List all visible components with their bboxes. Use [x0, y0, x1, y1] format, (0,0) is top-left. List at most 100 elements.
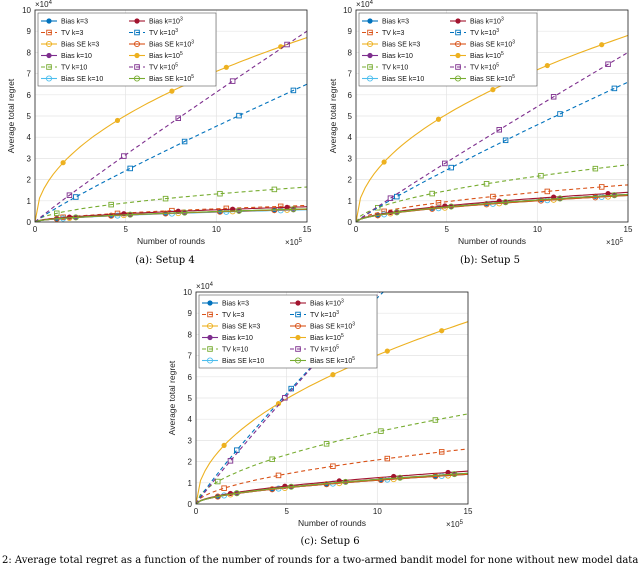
- series-marker: [121, 153, 127, 159]
- y-tick-label: 4: [188, 415, 193, 424]
- legend: Bias k=3 TV k=3 Bias SE k=3 Bias k=10 TV k=1…: [358, 12, 538, 87]
- legend-entry: Bias SE k=3: [222, 324, 260, 331]
- series-line: [356, 51, 628, 222]
- y-tick-label: 9: [348, 27, 353, 36]
- x-tick-label: 0: [194, 507, 199, 516]
- legend-entry: Bias SE k=103: [149, 40, 194, 49]
- y-tick-label: 10: [22, 6, 31, 15]
- legend-swatch-marker: [294, 322, 302, 330]
- legend-entry: Bias k=103: [470, 17, 504, 26]
- legend-swatch-marker: [134, 29, 140, 36]
- series-line: [35, 83, 307, 222]
- series-marker: [127, 165, 133, 172]
- series-marker: [396, 474, 404, 481]
- y-tick-label: 7: [348, 70, 353, 79]
- series-marker: [175, 115, 182, 121]
- y-tick-label: 10: [343, 6, 352, 15]
- legend-swatch-marker: [46, 52, 52, 59]
- panel-caption: (b): Setup 5: [460, 255, 520, 266]
- legend-swatch-marker: [367, 52, 373, 59]
- y-tick-label: 6: [348, 91, 353, 100]
- series-group: [196, 292, 468, 504]
- legend-swatch-marker: [366, 75, 374, 82]
- legend-swatch-marker: [455, 29, 461, 36]
- legend-entry: Bias k=10: [382, 53, 413, 60]
- legend-entry: Bias SE k=3: [382, 42, 420, 49]
- legend-entry: TV k=10: [222, 347, 248, 354]
- y-tick-label: 5: [188, 394, 193, 403]
- x-exponent: ×105: [446, 520, 464, 529]
- series-marker: [448, 164, 454, 171]
- series-marker: [221, 442, 227, 448]
- legend-box: [37, 12, 217, 87]
- legend-entry: Bias SE k=105: [310, 356, 355, 365]
- legend-entry: Bias SE k=10: [222, 358, 264, 365]
- axes-frame: [195, 291, 469, 505]
- series-marker: [496, 127, 503, 133]
- y-exponent: ×104: [196, 282, 214, 291]
- series-marker: [438, 449, 445, 455]
- y-tick-label: 1: [188, 479, 193, 488]
- y-tick-label: 4: [27, 133, 32, 142]
- series-group: [35, 30, 307, 222]
- legend-entry: Bias k=3: [61, 19, 88, 26]
- legend-entry: Bias k=105: [470, 51, 504, 60]
- figure-caption-fragment: 2: Average total regret as a function of…: [2, 555, 638, 566]
- series-marker: [72, 214, 79, 221]
- x-axis-label: Number of rounds: [298, 518, 366, 528]
- panel-caption: (c): Setup 6: [300, 536, 359, 547]
- series-marker: [221, 485, 227, 491]
- series-line: [196, 413, 468, 504]
- series-marker: [550, 94, 557, 100]
- series-marker: [215, 478, 221, 485]
- series-line: [35, 30, 307, 222]
- series-marker: [381, 159, 387, 165]
- y-tick-label: 1: [348, 197, 353, 206]
- legend-swatch-marker: [207, 346, 213, 352]
- series-marker: [599, 42, 605, 48]
- y-tick-label: 9: [188, 309, 193, 318]
- y-tick-label: 4: [348, 133, 353, 142]
- series-line: [356, 193, 628, 222]
- series-marker: [537, 197, 545, 204]
- series-marker: [271, 186, 278, 193]
- series-marker: [502, 199, 509, 206]
- legend-box: [198, 294, 378, 369]
- legend-swatch-marker: [295, 346, 301, 352]
- series-marker: [229, 78, 236, 84]
- series-group: [356, 34, 628, 222]
- x-axis-label: Number of rounds: [137, 236, 205, 246]
- series-marker: [432, 417, 439, 423]
- x-tick-label: 5: [123, 225, 128, 234]
- legend-swatch-marker: [45, 40, 53, 48]
- y-axis-label: Average total regret: [167, 360, 177, 435]
- x-exponent: ×105: [285, 238, 303, 247]
- x-tick-label: 10: [533, 225, 542, 234]
- series-marker: [387, 195, 394, 201]
- legend-entry: Bias k=103: [149, 17, 183, 26]
- series-marker: [592, 165, 599, 172]
- legend-swatch-marker: [45, 75, 53, 82]
- y-tick-label: 2: [188, 458, 193, 467]
- series-marker: [290, 206, 297, 213]
- y-tick-label: 0: [27, 218, 32, 227]
- y-axis-label: Average total regret: [328, 78, 338, 153]
- series-marker: [66, 214, 73, 220]
- axes-frame: [34, 9, 308, 223]
- panel-caption: (a): Setup 4: [135, 255, 194, 266]
- legend-entry: TV k=105: [149, 63, 178, 72]
- legend-swatch-marker: [46, 29, 52, 36]
- legend-entry: TV k=10: [382, 65, 408, 72]
- legend-swatch-marker: [133, 40, 141, 48]
- series-marker: [439, 328, 445, 334]
- series-line: [196, 470, 468, 504]
- series-marker: [611, 192, 618, 199]
- y-tick-label: 2: [27, 176, 32, 185]
- series-marker: [377, 476, 385, 484]
- legend-swatch-marker: [367, 64, 373, 70]
- y-tick-label: 3: [188, 436, 193, 445]
- series-marker: [236, 112, 242, 119]
- legend-entry: Bias k=10: [222, 335, 253, 342]
- legend-entry: Bias k=10: [61, 53, 92, 60]
- series-marker: [323, 441, 330, 447]
